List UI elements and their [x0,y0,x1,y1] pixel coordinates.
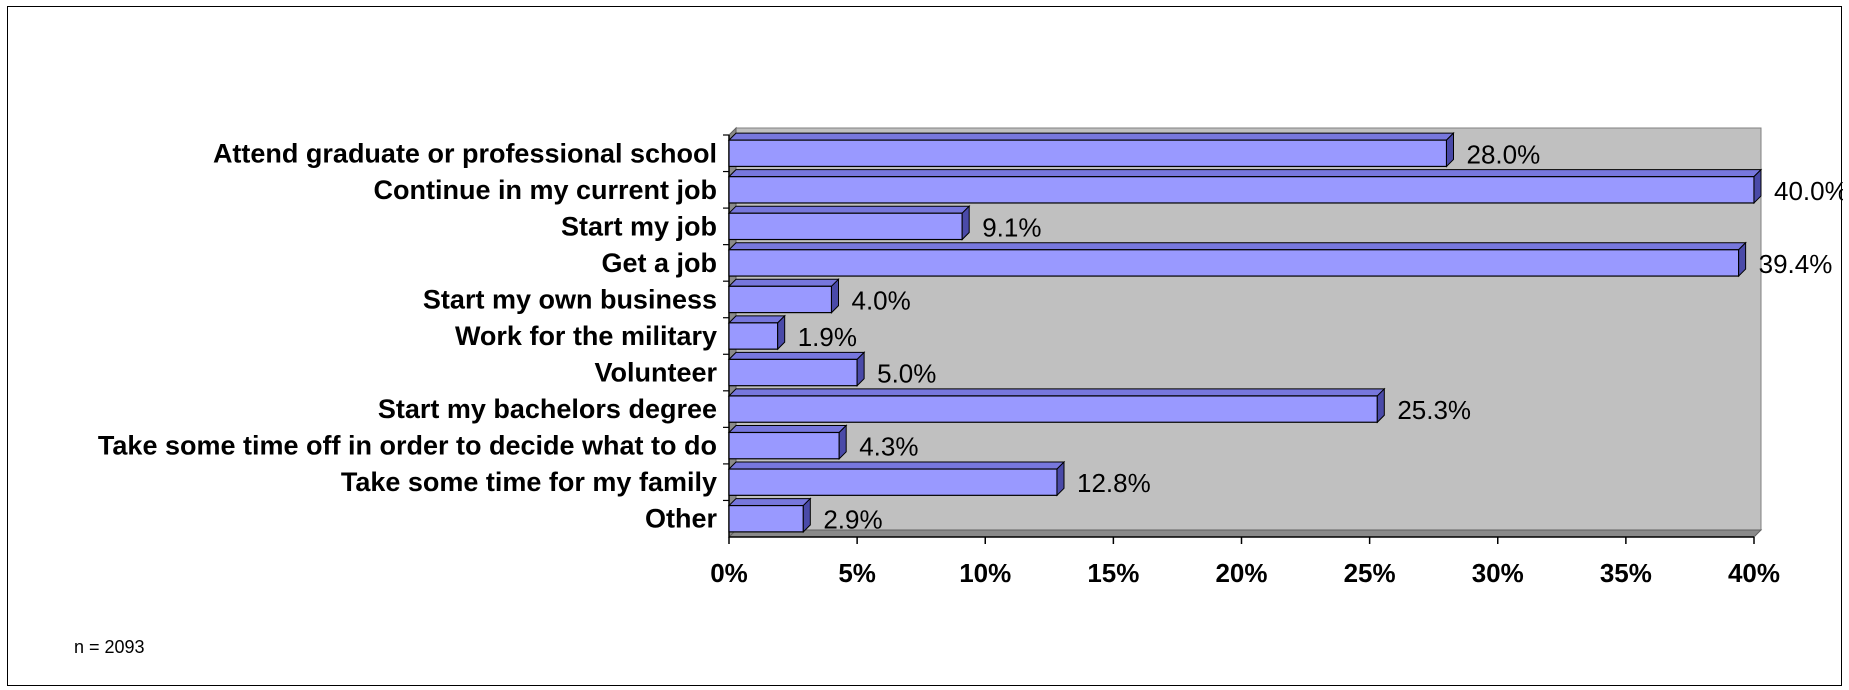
bar-top-face [727,242,1747,251]
category-label: Work for the military [455,321,717,351]
data-label: 1.9% [798,322,857,352]
bar [728,139,1448,168]
x-tick-label: 30% [1472,558,1524,588]
category-label: Other [645,504,718,534]
category-label: Get a job [601,248,717,278]
bar-side-face [856,351,865,387]
x-tick-label: 35% [1600,558,1652,588]
bar-top-face [727,278,840,287]
category-label: Volunteer [594,358,717,388]
chart-frame: 0% 5% 10% 15% 20% 25% 30% 35% 40% Attend graduate… [7,6,1843,686]
bar-top-face [727,315,786,324]
bar-top-face [727,205,971,214]
plot-floor [727,529,1763,538]
x-tick-label: 15% [1087,558,1139,588]
bar [728,395,1378,423]
bar [728,468,1058,496]
data-label: 9.1% [982,212,1041,242]
x-tick-label: 0% [710,558,748,588]
category-label: Start my own business [423,284,717,314]
bar-side-face [1376,387,1385,424]
bar [728,431,840,460]
bar [728,212,963,241]
sample-size-note: n = 2093 [74,637,145,657]
data-label: 4.3% [859,432,918,462]
category-label: Take some time off in order to decide wh… [98,431,717,461]
bar-side-face [1738,241,1747,278]
bar [728,358,858,387]
category-label: Start my job [561,211,717,241]
bar-chart: 0% 5% 10% 15% 20% 25% 30% 35% 40% Attend graduate… [98,126,1843,588]
category-label: Continue in my current job [373,175,717,205]
category-label: Start my bachelors degree [378,394,717,424]
bar [728,285,833,314]
bar [728,249,1740,277]
data-label: 5.0% [877,359,936,389]
data-label: 40.0% [1774,176,1843,206]
bar-side-face [1753,168,1762,205]
data-label: 12.8% [1077,468,1151,498]
bar-top-face [727,461,1066,470]
bar-top-face [727,351,866,360]
category-label: Take some time for my family [341,467,717,497]
bar-top-face [727,169,1763,178]
bar-top-face [727,388,1386,397]
bar [728,504,804,533]
bar-side-face [777,314,786,351]
bar-side-face [961,205,970,241]
x-tick-label: 25% [1344,558,1396,588]
x-tick-label: 5% [838,558,876,588]
bar-top-face [727,132,1455,141]
data-label: 25.3% [1397,395,1471,425]
x-tick-label: 10% [959,558,1011,588]
bar-side-face [831,278,839,314]
data-label: 28.0% [1467,139,1541,169]
bar-top-face [727,424,848,433]
bar-side-face [802,497,811,534]
category-label: Attend graduate or professional school [213,138,717,168]
data-label: 39.4% [1759,249,1833,279]
data-label: 4.0% [852,285,911,315]
x-tick-label: 20% [1215,558,1267,588]
bar-side-face [1446,131,1454,168]
bar-side-face [838,424,847,460]
bar [728,176,1755,204]
x-tick-label: 40% [1728,558,1780,588]
bar-top-face [727,498,812,507]
bar [728,322,779,350]
bar-side-face [1056,460,1065,497]
data-label: 2.9% [823,505,882,535]
